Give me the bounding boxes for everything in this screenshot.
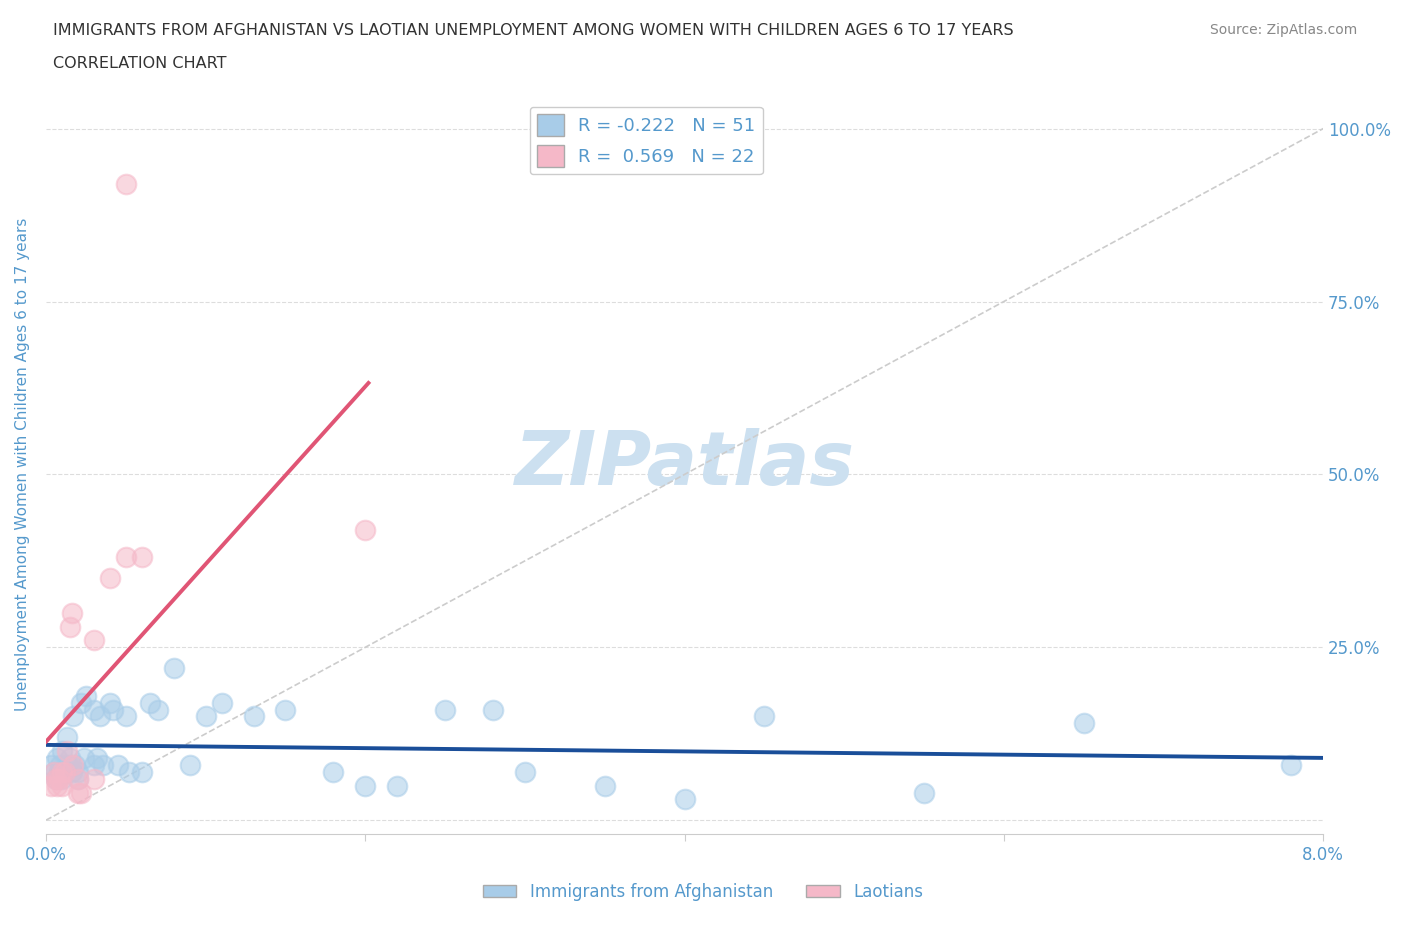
Point <box>55 730 77 745</box>
Point <box>98 571 121 586</box>
Point <box>513 764 536 779</box>
Point <box>46 778 69 793</box>
Point <box>60 605 83 620</box>
Point <box>59 619 82 634</box>
Point <box>754 709 776 724</box>
Point <box>51 778 73 793</box>
Point <box>70 785 93 800</box>
Point <box>59 751 82 765</box>
Point <box>60 764 83 779</box>
Point <box>66 771 89 786</box>
Point <box>274 702 297 717</box>
Point <box>194 709 217 724</box>
Point <box>42 764 65 779</box>
Point <box>1279 757 1302 772</box>
Point <box>434 702 457 717</box>
Text: CORRELATION CHART: CORRELATION CHART <box>53 56 226 71</box>
Point <box>45 771 67 786</box>
Point <box>89 709 111 724</box>
Point <box>163 660 186 675</box>
Point <box>242 709 264 724</box>
Point <box>114 550 136 565</box>
Point <box>593 778 616 793</box>
Point <box>66 764 89 779</box>
Point <box>51 744 73 759</box>
Text: ZIPatlas: ZIPatlas <box>515 428 855 500</box>
Point <box>114 709 136 724</box>
Point <box>146 702 169 717</box>
Point <box>62 709 84 724</box>
Point <box>49 757 72 772</box>
Point <box>912 785 935 800</box>
Point <box>86 751 108 765</box>
Point <box>45 771 67 786</box>
Point <box>1073 716 1095 731</box>
Point <box>62 757 84 772</box>
Point <box>39 778 62 793</box>
Point <box>131 550 153 565</box>
Legend: R = -0.222   N = 51, R =  0.569   N = 22: R = -0.222 N = 51, R = 0.569 N = 22 <box>530 107 763 174</box>
Point <box>58 757 80 772</box>
Point <box>46 751 69 765</box>
Point <box>482 702 505 717</box>
Point <box>83 702 105 717</box>
Point <box>39 757 62 772</box>
Point <box>63 757 86 772</box>
Point <box>51 764 73 779</box>
Point <box>385 778 408 793</box>
Point <box>354 778 377 793</box>
Point <box>107 757 129 772</box>
Point <box>118 764 141 779</box>
Point <box>93 757 115 772</box>
Point <box>98 696 121 711</box>
Point <box>70 696 93 711</box>
Point <box>114 177 136 192</box>
Point <box>66 771 89 786</box>
Point <box>179 757 201 772</box>
Point <box>354 523 377 538</box>
Point <box>139 696 162 711</box>
Point <box>73 751 96 765</box>
Point <box>53 764 76 779</box>
Point <box>42 764 65 779</box>
Legend: Immigrants from Afghanistan, Laotians: Immigrants from Afghanistan, Laotians <box>477 876 929 908</box>
Point <box>322 764 344 779</box>
Text: Source: ZipAtlas.com: Source: ZipAtlas.com <box>1209 23 1357 37</box>
Point <box>211 696 233 711</box>
Point <box>83 633 105 648</box>
Point <box>48 764 70 779</box>
Text: IMMIGRANTS FROM AFGHANISTAN VS LAOTIAN UNEMPLOYMENT AMONG WOMEN WITH CHILDREN AG: IMMIGRANTS FROM AFGHANISTAN VS LAOTIAN U… <box>53 23 1014 38</box>
Y-axis label: Unemployment Among Women with Children Ages 6 to 17 years: Unemployment Among Women with Children A… <box>15 218 30 711</box>
Point <box>51 771 73 786</box>
Point <box>83 771 105 786</box>
Point <box>101 702 124 717</box>
Point <box>131 764 153 779</box>
Point <box>53 764 76 779</box>
Point <box>48 771 70 786</box>
Point <box>83 757 105 772</box>
Point <box>75 688 97 703</box>
Point <box>55 744 77 759</box>
Point <box>673 792 696 807</box>
Point <box>66 785 89 800</box>
